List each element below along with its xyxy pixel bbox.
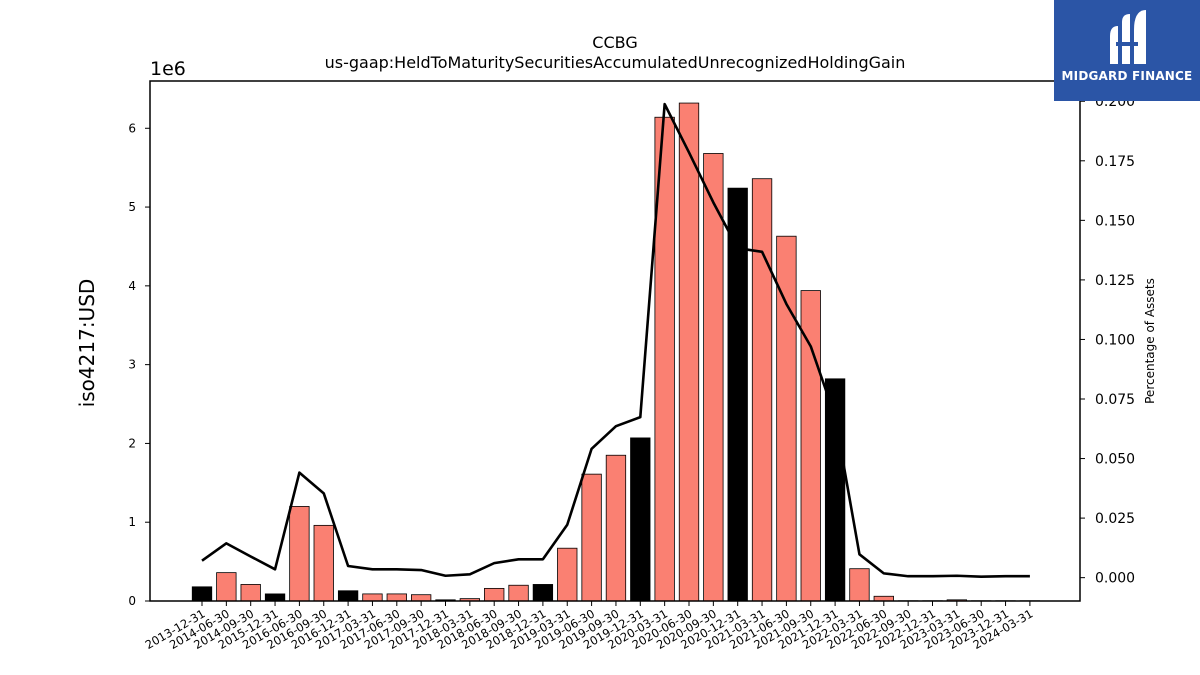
y-tick-label: 4 (128, 279, 136, 293)
bar (264, 593, 286, 602)
bar (581, 473, 602, 602)
bar (849, 568, 870, 602)
bar (484, 587, 505, 602)
y-tick-label: 2 (128, 436, 136, 450)
brand-logo: MIDGARD FINANCE (1054, 0, 1200, 101)
bar (508, 584, 529, 602)
bar (605, 454, 627, 602)
y2-axis-label: Percentage of Assets (1143, 278, 1157, 404)
bar (240, 584, 261, 602)
bar (386, 593, 407, 602)
bar (410, 594, 432, 602)
bar (289, 506, 310, 602)
chart-title: CCBG (592, 33, 637, 52)
y-multiplier-label: 1e6 (150, 58, 186, 80)
bar (362, 593, 383, 602)
bar (703, 153, 724, 602)
bar (824, 378, 846, 602)
y2-tick-label: 0.025 (1095, 511, 1135, 527)
y-tick-label: 5 (128, 200, 136, 214)
y2-tick-label: 0.100 (1095, 332, 1135, 348)
logo-text: MIDGARD FINANCE (1061, 69, 1193, 83)
chart-subtitle: us-gaap:HeldToMaturitySecuritiesAccumula… (325, 53, 906, 72)
bar (751, 178, 773, 602)
bars-layer (191, 102, 1041, 602)
y2-tick-label: 0.075 (1095, 392, 1135, 408)
percentage-line (201, 102, 1030, 579)
bar (532, 584, 554, 602)
bar (337, 590, 359, 602)
plot-frame (149, 80, 1081, 602)
bar (678, 102, 700, 602)
y-tick-label: 0 (128, 594, 136, 608)
bar (630, 437, 651, 602)
bar (313, 524, 334, 602)
bar (216, 572, 237, 602)
bar (557, 547, 578, 602)
line-layer (201, 102, 1030, 579)
y-tick-label: 1 (128, 515, 136, 529)
y2-tick-label: 0.050 (1095, 452, 1135, 468)
bar (800, 290, 821, 602)
y2-tick-label: 0.175 (1095, 154, 1135, 170)
y-tick-label: 6 (128, 121, 136, 135)
y2-tick-label: 0.150 (1095, 213, 1135, 229)
axes-layer: 0 1 2 3 4 5 6 0.000 0.025 0.050 0.075 0.100 0.125 0.1… (128, 80, 1135, 652)
y-axis-label: iso4217:USD (75, 279, 99, 408)
y-tick-label: 3 (128, 358, 136, 372)
bar (191, 586, 213, 602)
y2-tick-label: 0.000 (1095, 571, 1135, 587)
y2-tick-label: 0.125 (1095, 273, 1135, 289)
midgard-logo-icon (1110, 10, 1146, 64)
